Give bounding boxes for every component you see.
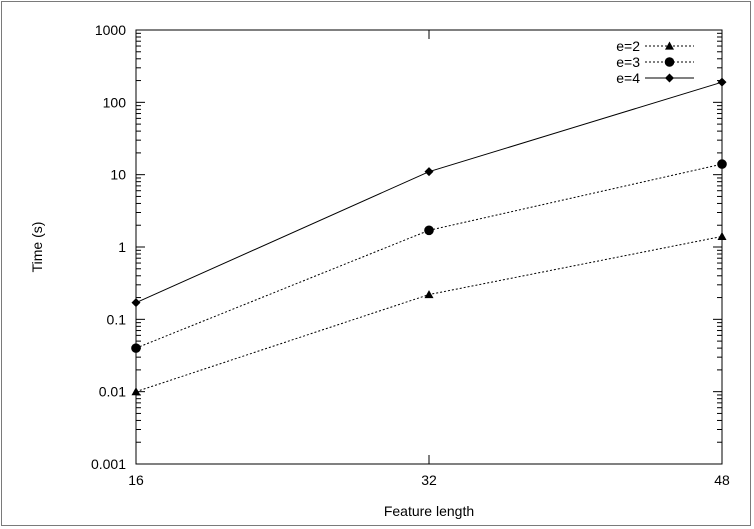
- y-tick-label: 1000: [95, 22, 126, 38]
- data-point-3-2: [424, 167, 434, 177]
- series-lines: [135, 81, 723, 393]
- data-point-3-3: [717, 77, 727, 87]
- data-point-2-2: [424, 225, 434, 236]
- legend-label-2: e=3: [616, 54, 640, 70]
- x-tick-label: 16: [128, 472, 144, 488]
- legend-label-1: e=2: [616, 38, 640, 54]
- y-tick-label: 0.1: [107, 311, 127, 327]
- data-point-1-2: [424, 290, 434, 299]
- legend-label-3: e=4: [616, 70, 640, 86]
- series-line-2: [135, 163, 723, 349]
- plot-area: [135, 29, 723, 465]
- series-line-3: [135, 81, 723, 304]
- y-axis-ticks: 0.001 0.01 0.1 1 10 100 1000: [91, 22, 722, 472]
- data-point-3-1: [131, 298, 141, 308]
- x-axis-title: Feature length: [384, 503, 474, 519]
- y-tick-label: 100: [103, 94, 127, 110]
- data-point-1-3: [717, 231, 727, 241]
- x-tick-label: 32: [421, 472, 437, 488]
- series-line-1: [135, 235, 723, 393]
- y-axis-title: Time (s): [29, 222, 45, 273]
- legend-marker-2: [664, 57, 675, 67]
- legend-marker-1: [665, 41, 674, 50]
- y-tick-label: 10: [110, 167, 126, 183]
- y-tick-label: 0.001: [91, 456, 126, 472]
- y-tick-label: 0.01: [99, 384, 126, 400]
- x-axis-ticks: 16 32 48: [128, 30, 730, 488]
- legend-marker-3: [665, 73, 674, 83]
- series-points: [131, 77, 727, 396]
- legend: e=2e=3e=4: [616, 38, 694, 86]
- x-tick-label: 48: [714, 472, 730, 488]
- data-point-2-1: [131, 343, 141, 353]
- y-tick-label: 1: [118, 239, 126, 255]
- data-point-2-3: [717, 159, 727, 169]
- data-point-1-1: [131, 387, 141, 396]
